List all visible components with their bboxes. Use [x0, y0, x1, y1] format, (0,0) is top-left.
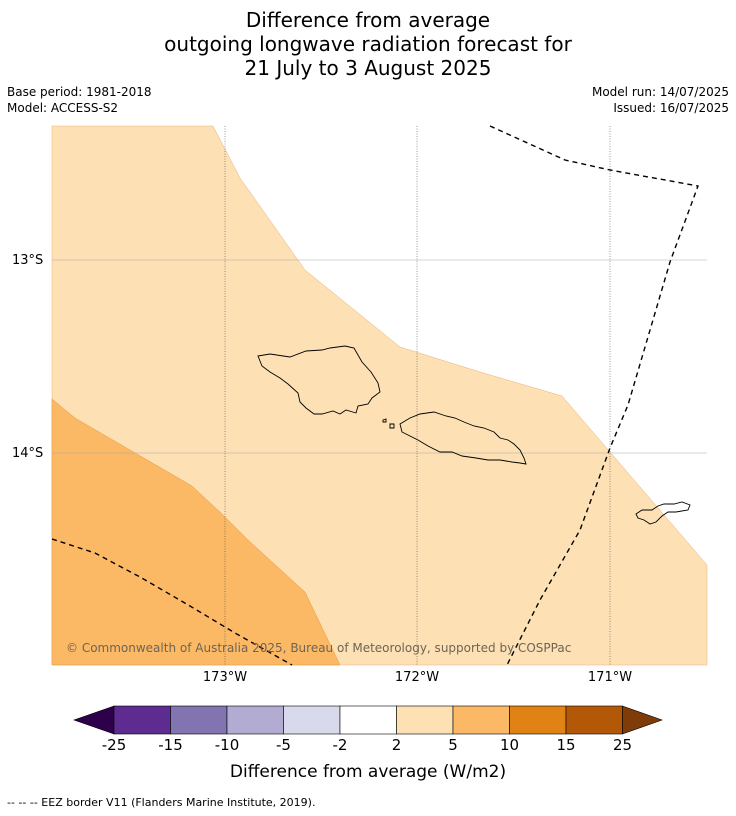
colorbar-segment	[339, 705, 397, 735]
colorbar-tick-label: -10	[214, 736, 240, 754]
colorbar-tick-label: -5	[276, 736, 291, 754]
title-line-1: Difference from average	[245, 8, 491, 32]
colorbar-segment	[509, 705, 567, 735]
model-run: Model run: 14/07/2025	[591, 85, 729, 99]
islands	[257, 345, 691, 525]
meta-right: Model run: 14/07/2025 Issued: 16/07/2025	[592, 84, 729, 116]
eez-border	[51, 125, 699, 666]
model-name: Model: ACCESS-S2	[7, 101, 119, 115]
eez-legend-note: -- -- -- EEZ border V11 (Flanders Marine…	[7, 796, 316, 809]
lon-label-173w: 173°W	[202, 670, 248, 685]
colorbar-segment	[170, 705, 228, 735]
colorbar-segment	[396, 705, 454, 735]
colorbar-tick-label: -2	[332, 736, 348, 754]
lon-label-171w: 171°W	[587, 670, 633, 685]
colorbar-segment	[113, 705, 171, 735]
colorbar-arrow-low	[73, 705, 115, 735]
anomaly-region-5-10	[51, 398, 341, 666]
lon-label-172w: 172°W	[394, 670, 440, 685]
lat-label-14s: 14°S	[12, 446, 44, 461]
colorbar-tick-label: 10	[499, 736, 520, 754]
issued-date: Issued: 16/07/2025	[613, 101, 729, 115]
colorbar-arrow-high	[622, 705, 663, 735]
upolu-island	[399, 411, 527, 465]
meta-left: Base period: 1981-2018 Model: ACCESS-S2	[7, 84, 152, 116]
colorbar-segment	[283, 705, 341, 735]
title-line-2: outgoing longwave radiation forecast for	[164, 32, 572, 56]
colorbar-tick-label: -25	[101, 736, 127, 754]
colorbar-tick-label: 15	[556, 736, 576, 754]
colorbar-tick-label: -15	[158, 736, 183, 754]
colorbar	[73, 705, 663, 735]
colorbar-title: Difference from average (W/m2)	[229, 762, 507, 782]
colorbar-segment	[565, 705, 623, 735]
colorbar-segment	[452, 705, 510, 735]
small-island-2	[389, 423, 395, 429]
title-line-3: 21 July to 3 August 2025	[244, 56, 492, 80]
tutuila-island	[635, 501, 691, 525]
copyright-notice: © Commonwealth of Australia 2025, Bureau…	[66, 641, 572, 655]
chart-title: Difference from average outgoing longwav…	[0, 8, 736, 80]
lat-label-13s: 13°S	[12, 253, 44, 268]
small-island-1	[382, 418, 387, 423]
colorbar-tick-label: 5	[448, 736, 458, 754]
savaii-island	[257, 345, 381, 415]
base-period: Base period: 1981-2018	[7, 85, 152, 99]
colorbar-tick-label: 25	[612, 736, 633, 754]
colorbar-tick-label: 2	[391, 736, 402, 754]
gridlines	[52, 126, 707, 665]
colorbar-segment	[226, 705, 284, 735]
